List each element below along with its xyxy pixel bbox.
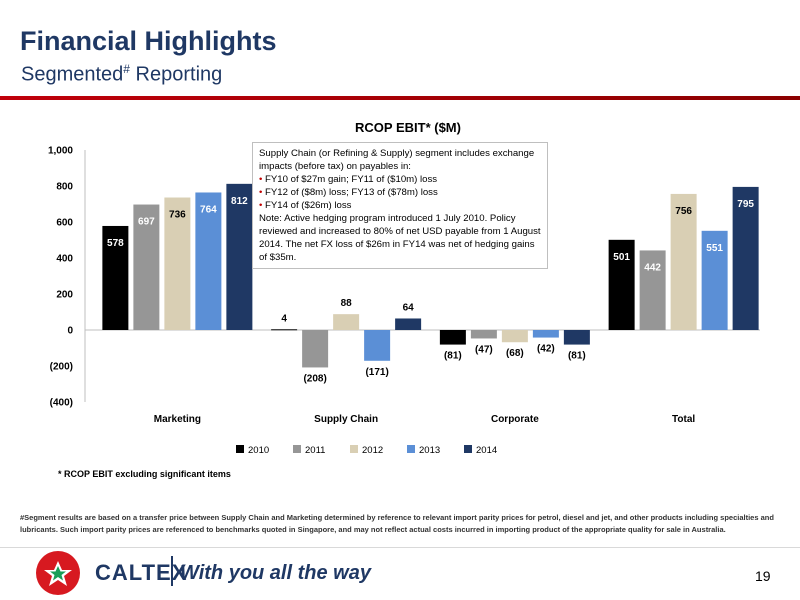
- legend-label: 2010: [248, 445, 269, 456]
- note-bullet: • FY14 of ($26m) loss: [259, 199, 541, 212]
- y-tick-label: 0: [67, 326, 73, 337]
- ebit-exclusion-note: * RCOP EBIT excluding significant items: [58, 469, 231, 479]
- page-title: Financial Highlights: [20, 26, 277, 56]
- brand-divider: [171, 556, 173, 586]
- x-category-label: Marketing: [154, 414, 201, 425]
- data-label: 4: [281, 313, 287, 324]
- data-label: (42): [537, 344, 555, 355]
- legend-swatch: [236, 445, 244, 453]
- segment-footnote: #Segment results are based on a transfer…: [20, 513, 774, 534]
- data-label: (208): [303, 373, 326, 384]
- data-label: (68): [506, 348, 524, 359]
- bar-2014: [563, 330, 590, 345]
- page-number: 19: [755, 568, 771, 584]
- bar-2010: [439, 330, 466, 345]
- bar-2011: [133, 204, 160, 330]
- note-bullet-text: FY12 of ($8m) loss; FY13 of ($78m) loss: [265, 187, 438, 198]
- x-category-label: Supply Chain: [314, 414, 378, 425]
- bar-2014: [395, 318, 422, 330]
- bar-2010: [271, 329, 298, 331]
- note-hedging-text: Note: Active hedging program introduced …: [259, 213, 541, 263]
- caltex-star-logo-icon: [36, 551, 80, 595]
- bar-2012: [164, 197, 191, 330]
- bar-2010: [608, 239, 635, 330]
- bar-2011: [470, 330, 497, 339]
- bar-2012: [501, 330, 528, 343]
- subtitle-footnote-mark: #: [123, 62, 130, 76]
- subtitle-text: Segmented: [21, 63, 124, 86]
- y-tick-label: 600: [56, 218, 73, 229]
- note-intro: Supply Chain (or Refining & Supply) segm…: [259, 148, 535, 172]
- bar-2011: [302, 330, 329, 368]
- bar-2013: [195, 192, 222, 330]
- bar-2012: [670, 193, 697, 330]
- data-label: 697: [138, 217, 155, 228]
- legend-swatch: [293, 445, 301, 453]
- y-tick-label: (400): [50, 398, 73, 409]
- note-bullet-text: FY10 of $27m gain; FY11 of ($10m) loss: [265, 174, 438, 185]
- y-tick-label: 800: [56, 182, 73, 193]
- legend-label: 2011: [305, 445, 325, 456]
- y-tick-label: 200: [56, 290, 73, 301]
- data-label: (171): [365, 367, 388, 378]
- data-label: (81): [444, 351, 462, 362]
- brand-slogan: With you all the way: [180, 562, 371, 584]
- data-label: 736: [169, 210, 186, 221]
- data-label: (81): [568, 351, 586, 362]
- legend-swatch: [464, 445, 472, 453]
- x-category-label: Total: [672, 414, 695, 425]
- data-label: (47): [475, 344, 493, 355]
- note-bullet: • FY10 of $27m gain; FY11 of ($10m) loss: [259, 173, 541, 186]
- data-label: 88: [341, 298, 353, 309]
- bar-2014: [732, 186, 759, 330]
- fx-note-box: Supply Chain (or Refining & Supply) segm…: [252, 142, 548, 269]
- data-label: 812: [231, 196, 248, 207]
- page-subtitle: Segmented# Reporting: [21, 62, 222, 87]
- bar-2011: [639, 250, 666, 330]
- data-label: 764: [200, 204, 217, 215]
- y-tick-label: 1,000: [48, 146, 73, 157]
- bullet-icon: •: [259, 187, 263, 198]
- bullet-icon: •: [259, 200, 263, 211]
- bar-2010: [102, 225, 129, 330]
- header-divider: [0, 96, 800, 100]
- bullet-icon: •: [259, 174, 263, 185]
- chart-title: RCOP EBIT* ($M): [355, 120, 461, 135]
- legend-swatch: [407, 445, 415, 453]
- data-label: 442: [644, 262, 661, 273]
- legend-swatch: [350, 445, 358, 453]
- bar-2013: [701, 230, 728, 330]
- data-label: 551: [706, 243, 723, 254]
- note-bullet: • FY12 of ($8m) loss; FY13 of ($78m) los…: [259, 186, 541, 199]
- x-category-label: Corporate: [491, 414, 539, 425]
- bar-2013: [364, 330, 391, 361]
- bar-2012: [333, 314, 360, 330]
- y-tick-label: 400: [56, 254, 73, 265]
- y-tick-label: (200): [50, 362, 73, 373]
- data-label: 578: [107, 238, 124, 249]
- brand-name: CALTEX: [95, 560, 188, 585]
- legend-label: 2014: [476, 445, 497, 456]
- note-bullet-text: FY14 of ($26m) loss: [265, 200, 352, 211]
- data-label: 64: [403, 302, 415, 313]
- footer-divider: [0, 547, 800, 548]
- legend-label: 2012: [362, 445, 383, 456]
- ebit-bar-chart: RCOP EBIT* ($M) 1,000 800 600 400 200 0 (200) (4…: [48, 120, 760, 456]
- data-label: 501: [613, 252, 630, 263]
- data-label: 756: [675, 206, 692, 217]
- subtitle-tail: Reporting: [129, 63, 223, 86]
- legend-label: 2013: [419, 445, 440, 456]
- bar-2014: [226, 183, 253, 330]
- bar-2013: [532, 330, 559, 338]
- data-label: 795: [737, 199, 754, 210]
